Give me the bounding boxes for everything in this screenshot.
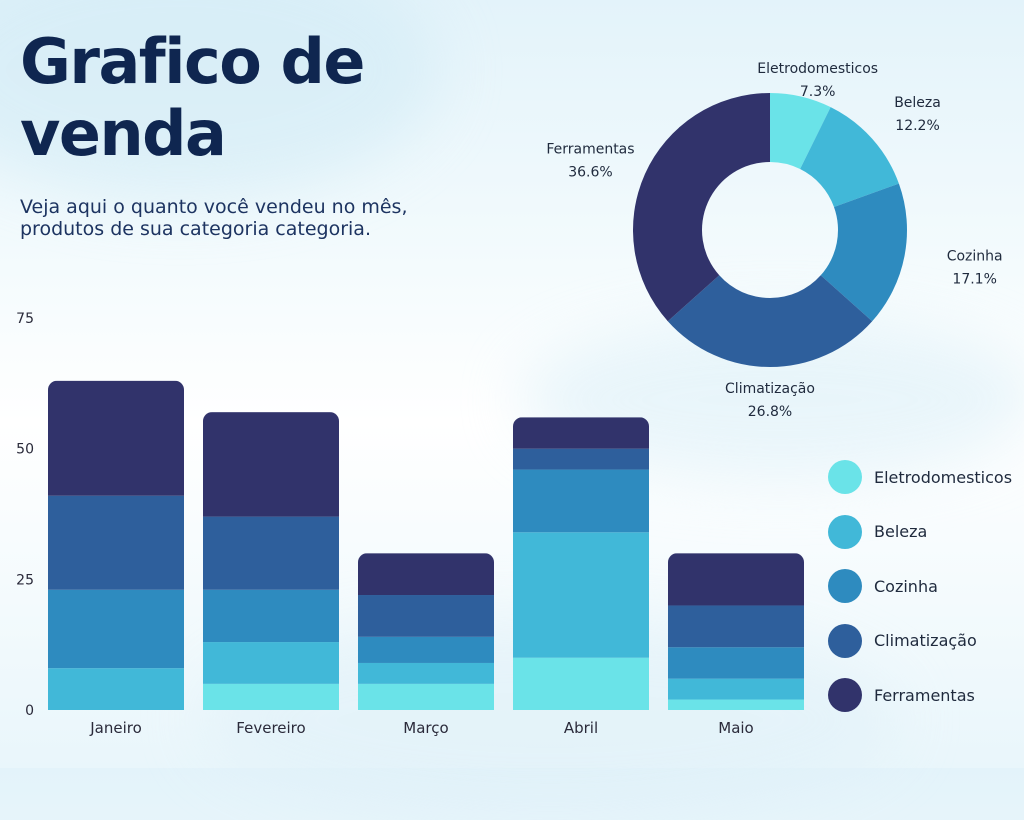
legend-swatch	[828, 624, 862, 658]
bar-segment	[48, 590, 184, 668]
slice-percent-label: 12.2%	[895, 118, 939, 134]
donut-chart: Eletrodomesticos 7.3% Beleza 12.2% Cozinha 17…	[500, 20, 1020, 440]
bar-segment	[513, 449, 649, 470]
legend-swatch	[828, 460, 862, 494]
bar-stack	[203, 412, 339, 710]
y-tick-label: 50	[16, 442, 34, 458]
bar-segment	[513, 658, 649, 710]
page-subtitle: Veja aqui o quanto você vendeu no mês, p…	[20, 196, 460, 240]
bar-segment	[203, 517, 339, 590]
bar-segment	[203, 590, 339, 642]
title-line-2: venda	[20, 97, 225, 170]
chart-legend: Eletrodomesticos Beleza Cozinha Climatiz…	[828, 450, 1012, 723]
legend-swatch	[828, 569, 862, 603]
slice-name-label: Climatização	[725, 381, 815, 397]
slice-percent-label: 17.1%	[952, 272, 996, 288]
donut-slice	[633, 93, 770, 321]
legend-label: Cozinha	[874, 577, 938, 596]
slice-name-label: Cozinha	[947, 249, 1003, 265]
bar-stack	[513, 417, 649, 710]
bar-segment	[513, 470, 649, 533]
bar-segment	[358, 663, 494, 684]
bar-stack	[48, 381, 184, 710]
bar-segment	[668, 700, 804, 710]
x-tick-label: Janeiro	[89, 719, 142, 737]
slice-name-label: Ferramentas	[546, 142, 634, 158]
legend-label: Eletrodomesticos	[874, 468, 1012, 487]
x-tick-label: Maio	[718, 719, 753, 737]
bar-stack	[668, 553, 804, 710]
page-title: Grafico de venda	[20, 26, 440, 170]
y-tick-label: 75	[16, 311, 34, 327]
x-tick-label: Abril	[564, 719, 598, 737]
bar-segment	[48, 381, 184, 496]
subtitle-line-2: produtos de sua categoria categoria.	[20, 218, 371, 240]
slice-percent-label: 7.3%	[800, 84, 836, 100]
subtitle-line-1: Veja aqui o quanto você vendeu no mês,	[20, 196, 408, 218]
slice-percent-label: 26.8%	[748, 404, 792, 420]
bar-segment	[668, 605, 804, 647]
legend-label: Ferramentas	[874, 686, 975, 705]
bar-segment	[358, 595, 494, 637]
bar-segment	[668, 647, 804, 678]
legend-label: Beleza	[874, 522, 927, 541]
slice-percent-label: 36.6%	[568, 165, 612, 181]
bar-segment	[668, 679, 804, 700]
legend-item-beleza: Beleza	[828, 505, 1012, 560]
slice-name-label: Beleza	[894, 95, 941, 111]
legend-item-eletrodomesticos: Eletrodomesticos	[828, 450, 1012, 505]
bar-segment	[203, 412, 339, 517]
bar-segment	[48, 668, 184, 710]
bar-segment	[668, 553, 804, 605]
bar-segment	[513, 532, 649, 657]
legend-item-climatizacao: Climatização	[828, 614, 1012, 669]
bar-stack	[358, 553, 494, 710]
legend-swatch	[828, 678, 862, 712]
y-tick-label: 25	[16, 572, 34, 588]
y-tick-label: 0	[25, 703, 34, 719]
bar-segment	[358, 637, 494, 663]
legend-swatch	[828, 515, 862, 549]
slice-name-label: Eletrodomesticos	[757, 61, 878, 77]
bar-segment	[203, 684, 339, 710]
legend-item-cozinha: Cozinha	[828, 559, 1012, 614]
legend-item-ferramentas: Ferramentas	[828, 668, 1012, 723]
x-tick-label: Fevereiro	[236, 719, 305, 737]
title-line-1: Grafico de	[20, 25, 364, 98]
bar-segment	[203, 642, 339, 684]
bar-segment	[358, 553, 494, 595]
legend-label: Climatização	[874, 631, 977, 650]
bar-segment	[358, 684, 494, 710]
x-tick-label: Março	[403, 719, 448, 737]
bar-segment	[48, 496, 184, 590]
